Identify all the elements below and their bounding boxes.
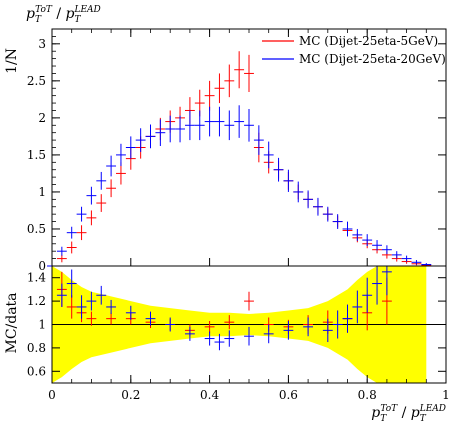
legend: MC (Dijet-25eta-5GeV) MC (Dijet-25eta-20…: [262, 34, 446, 66]
legend-label-20gev: MC (Dijet-25eta-20GeV): [299, 52, 446, 66]
x-axis-label: pTToT / pTLEAD: [371, 404, 446, 422]
xlabel-sup1: ToT: [380, 404, 398, 414]
x-tick-label: 0.2: [121, 388, 140, 402]
xlabel-sup2: LEAD: [419, 404, 446, 414]
xlabel-sub2: T: [420, 414, 427, 422]
xlabel-p1: p: [371, 405, 380, 421]
title-sup1: ToT: [35, 5, 53, 15]
legend-label-5gev: MC (Dijet-25eta-5GeV): [299, 34, 438, 48]
main-y-tick-label: 3: [38, 37, 46, 51]
main-plot-area: [47, 51, 432, 267]
main-y-tick-label: 2: [38, 111, 46, 125]
title-p1: p: [26, 6, 35, 22]
title-sep: /: [52, 6, 66, 22]
main-y-tick-label: 0: [38, 259, 46, 273]
x-tick-label: 0.8: [358, 388, 377, 402]
xlabel-p2: p: [411, 405, 420, 421]
x-tick-label: 0.6: [279, 388, 298, 402]
x-tick-label: 1: [442, 388, 450, 402]
x-tick-label: 0.4: [200, 388, 219, 402]
ratio-plot-area: [52, 266, 446, 383]
title-p2: p: [66, 6, 75, 22]
ratio-y-tick-label: 0.6: [27, 364, 46, 378]
ratio-x-axis: 0 0.2 0.4 0.6 0.8 1: [48, 29, 450, 402]
ratio-y-tick-label: 0.8: [27, 341, 46, 355]
xlabel-sub1: T: [380, 414, 387, 422]
chart-title: pTToT / pTLEAD: [26, 5, 101, 25]
x-tick-label: 0: [48, 388, 56, 402]
main-y-axis-label: 1/N: [4, 48, 20, 74]
main-y-tick-label: 2.5: [27, 74, 46, 88]
title-sub2: T: [74, 15, 81, 25]
main-y-tick-label: 1.5: [27, 148, 46, 162]
xlabel-sep: /: [397, 405, 411, 421]
ratio-y-tick-label: 1.2: [27, 294, 46, 308]
title-sub1: T: [35, 15, 42, 25]
title-sup2: LEAD: [73, 5, 100, 15]
ratio-y-tick-label: 1.4: [27, 271, 46, 285]
ratio-y-tick-label: 1: [38, 318, 46, 332]
ratio-y-axis-label: MC/data: [4, 292, 20, 353]
ratio-y-axis: 0.6 0.8 1 1.2 1.4: [27, 271, 446, 378]
main-y-axis: 0 0.5 1 1.5 2 2.5 3: [27, 36, 446, 273]
main-y-tick-label: 1: [38, 185, 46, 199]
main-y-tick-label: 0.5: [27, 222, 46, 236]
